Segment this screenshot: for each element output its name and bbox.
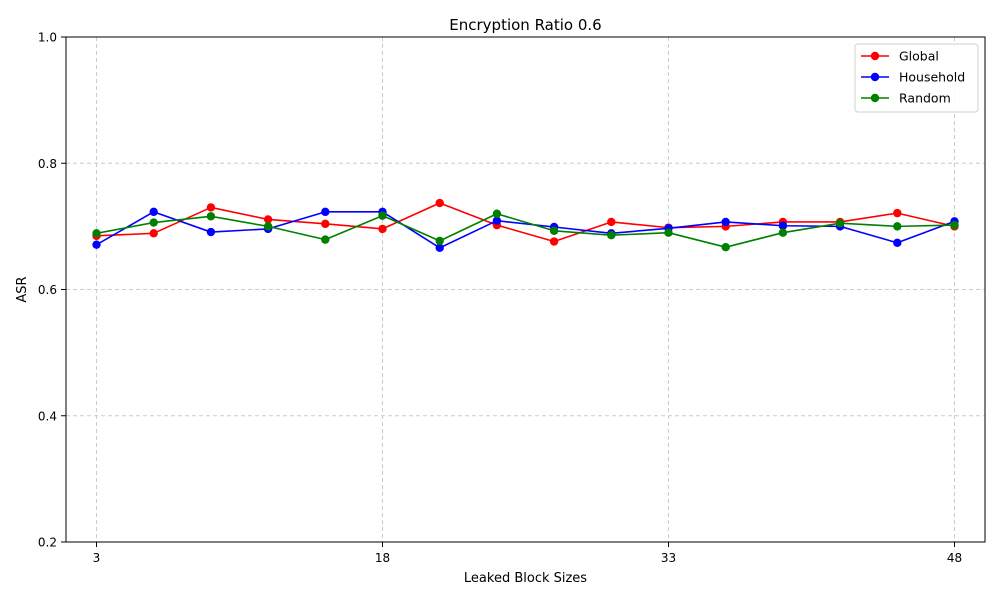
grid <box>66 36 985 543</box>
data-point-household <box>321 207 330 217</box>
data-point-random <box>321 235 330 244</box>
y-tick-label: 0.2 <box>38 536 57 550</box>
data-point-household <box>206 227 216 237</box>
data-point-global <box>206 203 216 212</box>
data-point-household <box>721 217 730 227</box>
data-point-random <box>721 243 730 252</box>
data-point-household <box>149 207 158 217</box>
legend-label-global: Global <box>899 49 939 64</box>
data-point-random <box>835 219 845 228</box>
x-tick-label: 3 <box>93 551 101 565</box>
legend-label-random: Random <box>899 91 951 106</box>
data-point-random <box>149 218 158 227</box>
series-layer <box>92 198 959 253</box>
y-tick-label: 1.0 <box>38 31 57 45</box>
x-axis-ticks: 3 18 33 48 <box>93 542 962 565</box>
data-point-global <box>549 237 559 246</box>
data-point-random <box>664 228 673 237</box>
legend-marker-household <box>870 72 880 82</box>
data-point-household <box>92 240 101 249</box>
legend-box <box>854 43 979 113</box>
series-line-global <box>96 202 955 243</box>
data-point-random <box>492 209 502 218</box>
y-tick-label: 0.6 <box>38 283 57 297</box>
series-random <box>92 209 959 252</box>
data-point-global <box>263 215 273 224</box>
data-point-household <box>435 243 444 253</box>
data-point-random <box>893 222 902 231</box>
data-point-household <box>893 238 902 247</box>
data-point-random <box>549 226 559 235</box>
data-point-global <box>435 198 444 208</box>
y-tick-label: 0.8 <box>38 157 57 171</box>
x-tick-label: 48 <box>947 551 962 565</box>
data-point-random <box>206 212 216 221</box>
data-point-random <box>778 228 788 237</box>
legend-marker-global <box>870 51 880 61</box>
data-point-global <box>149 229 158 238</box>
y-tick-label: 0.4 <box>38 409 57 423</box>
series-household <box>92 207 959 253</box>
data-point-global <box>607 217 616 227</box>
x-tick-label: 18 <box>375 551 390 565</box>
legend-label-household: Household <box>899 70 965 85</box>
legend-marker-random <box>870 93 880 103</box>
x-tick-label: 33 <box>661 551 676 565</box>
data-point-random <box>435 236 444 246</box>
y-axis-label: ASR <box>15 276 30 302</box>
data-point-random <box>263 222 273 231</box>
data-point-global <box>321 219 330 229</box>
data-point-household <box>492 216 502 225</box>
data-point-random <box>607 231 616 240</box>
legend: Global Household Random <box>854 43 979 113</box>
x-axis-label: Leaked Block Sizes <box>464 571 587 586</box>
data-point-random <box>950 220 959 230</box>
data-point-global <box>893 208 902 218</box>
series-line-random <box>96 212 955 249</box>
chart-title: Encryption Ratio 0.6 <box>449 16 601 34</box>
data-point-random <box>378 211 387 220</box>
data-point-random <box>92 229 101 238</box>
plot-frame <box>65 36 986 543</box>
y-axis-ticks: 0.2 0.4 0.6 0.8 1.0 <box>38 31 66 550</box>
data-point-household <box>778 221 788 230</box>
data-point-global <box>378 224 387 234</box>
series-line-household <box>96 211 955 249</box>
